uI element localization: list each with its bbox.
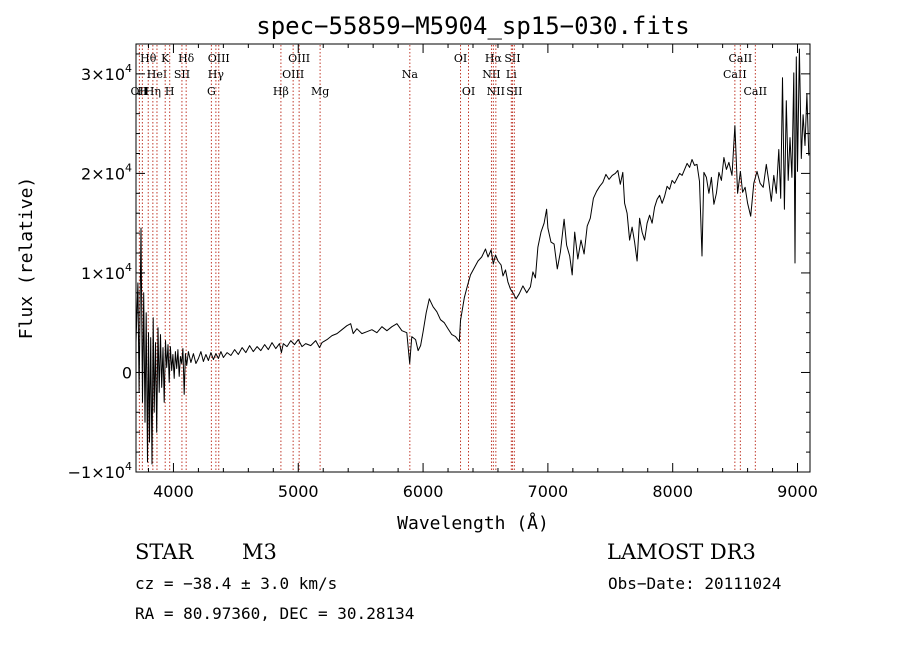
spectral-line-label: CaII bbox=[723, 68, 747, 81]
spectral-line-label: Na bbox=[402, 68, 419, 81]
survey-label: LAMOST DR3 bbox=[607, 540, 756, 564]
spectral-line-label: H bbox=[138, 85, 148, 98]
spectral-line-label: OIII bbox=[208, 52, 230, 65]
x-tick-label: 9000 bbox=[777, 482, 818, 501]
spectral-line-label: SII bbox=[504, 52, 520, 65]
object-class-label: STAR bbox=[135, 540, 194, 564]
subclass-label: M3 bbox=[242, 540, 277, 564]
spectral-line-label: NII bbox=[487, 85, 505, 98]
spectral-line-label: Li bbox=[506, 68, 517, 81]
spectral-line-label: Hα bbox=[485, 52, 503, 65]
y-tick-label: 3×104 bbox=[81, 62, 132, 84]
spectral-line-label: HeI bbox=[147, 68, 167, 81]
spectrum-line bbox=[135, 48, 810, 465]
spectral-line-label: OII bbox=[131, 85, 149, 98]
spectral-line-label: H bbox=[165, 85, 175, 98]
spectral-line-label: CaII bbox=[729, 52, 753, 65]
y-tick-label: 1×104 bbox=[81, 261, 132, 283]
spectral-line-label: Hγ bbox=[208, 68, 225, 81]
spectral-line-label: K bbox=[161, 52, 170, 65]
obs-date-value: Obs−Date: 20111024 bbox=[608, 574, 782, 593]
spectral-line-label: Hη bbox=[145, 85, 161, 98]
y-tick-label: −1×104 bbox=[68, 460, 132, 482]
spectral-line-label: G bbox=[207, 85, 216, 98]
chart-title: spec−55859−M5904_sp15−030.fits bbox=[256, 12, 689, 40]
spectral-line-label: OI bbox=[462, 85, 475, 98]
spectral-line-label: OIII bbox=[288, 52, 310, 65]
spectral-line-label: Hθ bbox=[140, 52, 157, 65]
y-tick-label: 0 bbox=[122, 363, 132, 382]
x-tick-label: 7000 bbox=[528, 482, 569, 501]
spectral-line-label: Hβ bbox=[273, 85, 289, 98]
spectral-line-label: Mg bbox=[311, 85, 329, 98]
spectral-line-label: OI bbox=[454, 52, 467, 65]
spectral-line-label: CaII bbox=[743, 85, 767, 98]
x-tick-label: 6000 bbox=[403, 482, 444, 501]
y-axis-label: Flux (relative) bbox=[16, 177, 37, 340]
y-tick-label: 2×104 bbox=[81, 161, 132, 183]
x-tick-label: 5000 bbox=[278, 482, 319, 501]
spectral-line-label: SII bbox=[174, 68, 190, 81]
x-axis-label: Wavelength (Å) bbox=[397, 512, 549, 534]
spectral-line-label: Hδ bbox=[178, 52, 195, 65]
x-tick-label: 8000 bbox=[652, 482, 693, 501]
spectral-line-label: SII bbox=[506, 85, 522, 98]
spectral-line-label: OIII bbox=[282, 68, 304, 81]
x-tick-label: 4000 bbox=[153, 482, 194, 501]
plot-frame bbox=[135, 43, 811, 473]
cz-value: cz = −38.4 ± 3.0 km/s bbox=[135, 574, 338, 593]
spectral-line-label: NII bbox=[482, 68, 500, 81]
radec-value: RA = 80.97360, DEC = 30.28134 bbox=[135, 604, 415, 623]
